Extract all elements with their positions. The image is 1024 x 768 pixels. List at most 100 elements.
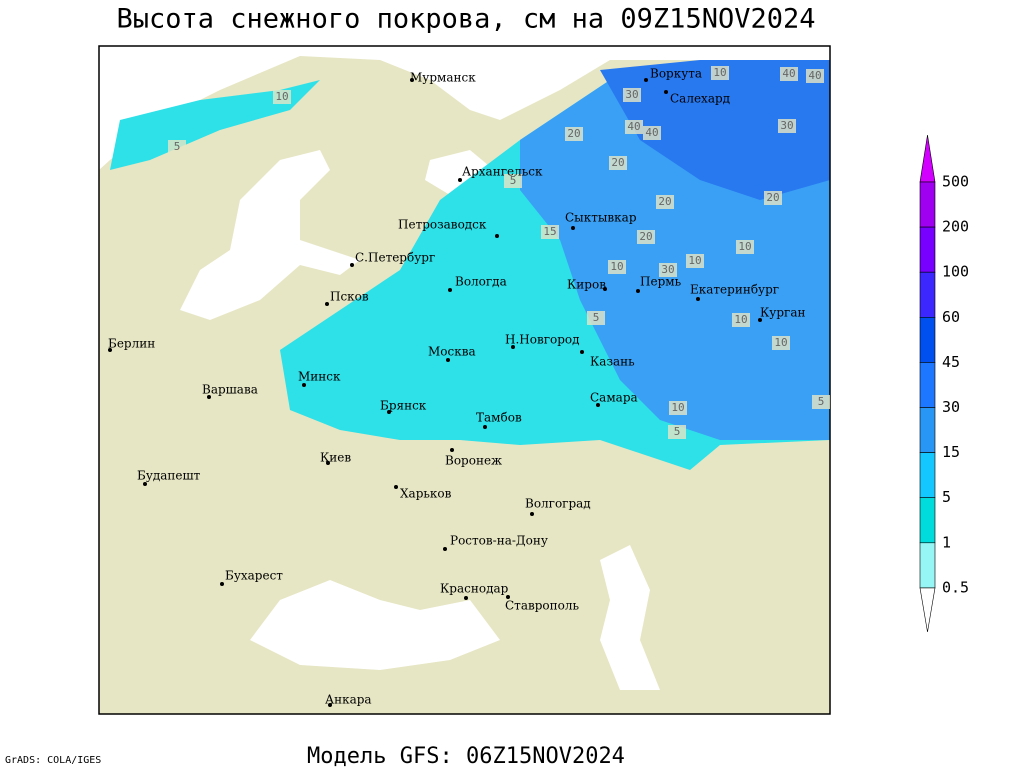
northern-sea bbox=[99, 46, 830, 170]
city-label: Харьков bbox=[400, 487, 452, 501]
colorbar-segment bbox=[919, 316, 936, 363]
colorbar-label: 100 bbox=[942, 263, 969, 281]
colorbar-label: 0.5 bbox=[942, 578, 969, 596]
city-label: Псков bbox=[330, 290, 369, 304]
city-dot bbox=[696, 297, 700, 301]
city-dot bbox=[302, 383, 306, 387]
city-label: Киев bbox=[320, 451, 351, 465]
city-label: Киров bbox=[567, 278, 606, 292]
contour-label-box bbox=[609, 156, 627, 170]
contour-label: 40 bbox=[782, 67, 795, 80]
city-label: Самара bbox=[590, 391, 638, 405]
city-label: Брянск bbox=[380, 399, 427, 413]
contour-label: 10 bbox=[738, 240, 751, 253]
city-dot bbox=[644, 78, 648, 82]
colorbar-label: 15 bbox=[942, 443, 960, 461]
contour-label-box bbox=[668, 425, 686, 439]
city-label: Будапешт bbox=[137, 469, 201, 483]
contour-label: 5 bbox=[510, 174, 517, 187]
caspian-sea bbox=[600, 545, 660, 690]
colorbar-segment bbox=[919, 181, 936, 228]
contour-label-box bbox=[623, 88, 641, 102]
city-label: Анкара bbox=[325, 693, 372, 707]
black-sea bbox=[250, 580, 500, 670]
contour-label: 30 bbox=[661, 263, 674, 276]
city-dot bbox=[220, 582, 224, 586]
contour-label-box bbox=[608, 260, 626, 274]
contour-label: 30 bbox=[625, 88, 638, 101]
colorbar-segment bbox=[919, 226, 936, 273]
contour-label-box bbox=[669, 401, 687, 415]
city-label: Петрозаводск bbox=[398, 218, 487, 232]
model-label: Модель GFS: 06Z15NOV2024 bbox=[307, 744, 625, 768]
contour-label: 10 bbox=[671, 401, 684, 414]
city-label: Воркута bbox=[650, 67, 702, 81]
city-dot bbox=[511, 345, 515, 349]
city-label: Тамбов bbox=[476, 411, 522, 425]
contour-label-box bbox=[587, 311, 605, 325]
contour-label-box bbox=[764, 191, 782, 205]
city-dot bbox=[483, 425, 487, 429]
contour-label-box bbox=[711, 66, 729, 80]
contour-label: 10 bbox=[610, 260, 623, 273]
contour-label-box bbox=[778, 119, 796, 133]
city-label: Воронеж bbox=[445, 454, 502, 468]
city-dot bbox=[506, 595, 510, 599]
city-label: Бухарест bbox=[225, 569, 283, 583]
contour-label-box bbox=[637, 230, 655, 244]
city-dot bbox=[207, 395, 211, 399]
city-dot bbox=[580, 350, 584, 354]
contour-label: 20 bbox=[567, 127, 580, 140]
city-label: Н.Новгород bbox=[505, 333, 580, 347]
city-label: Ставрополь bbox=[505, 599, 579, 613]
contour-label-box bbox=[565, 127, 583, 141]
city-dot bbox=[328, 703, 332, 707]
city-dot bbox=[108, 348, 112, 352]
colorbar-segment bbox=[919, 452, 936, 499]
title: Высота снежного покрова, см на 09Z15NOV2… bbox=[117, 4, 816, 35]
city-label: Салехард bbox=[670, 92, 730, 106]
colorbar-segment bbox=[919, 407, 936, 453]
city-dot bbox=[603, 287, 607, 291]
city-dot bbox=[394, 485, 398, 489]
contour-label: 20 bbox=[611, 156, 624, 169]
colorbar-label: 5 bbox=[942, 488, 951, 506]
contour-label: 10 bbox=[713, 66, 726, 79]
contour-label: 40 bbox=[627, 120, 640, 133]
contour-label: 5 bbox=[174, 140, 181, 153]
city-label: Берлин bbox=[108, 337, 155, 351]
city-label: Краснодар bbox=[440, 582, 509, 596]
contour-label-box bbox=[659, 263, 677, 277]
map-frame bbox=[98, 45, 831, 715]
contour-label: 30 bbox=[780, 119, 793, 132]
contour-label-box bbox=[643, 126, 661, 140]
city-dot bbox=[495, 234, 499, 238]
colorbar-label: 45 bbox=[942, 353, 960, 371]
contour-label-box bbox=[541, 225, 559, 239]
city-dot bbox=[446, 358, 450, 362]
contour-label: 10 bbox=[688, 254, 701, 267]
contour-label-box bbox=[812, 395, 830, 409]
cities: Мурманск Воркута Салехард Архангельск Петроз… bbox=[108, 67, 805, 707]
contour-label: 5 bbox=[674, 425, 681, 438]
city-dot bbox=[143, 482, 147, 486]
map bbox=[98, 45, 831, 715]
city-label: Мурманск bbox=[410, 71, 476, 85]
colorbar-label: 30 bbox=[942, 398, 960, 416]
contour-label: 10 bbox=[275, 90, 288, 103]
city-label: С.Петербург bbox=[355, 251, 435, 265]
city-label: Курган bbox=[760, 306, 805, 320]
colorbar-tip-bottom bbox=[919, 587, 936, 633]
contour-label-box bbox=[732, 313, 750, 327]
city-dot bbox=[325, 302, 329, 306]
snow-cover-heavy bbox=[600, 60, 830, 200]
contour-label: 40 bbox=[645, 126, 658, 139]
contour-label: 40 bbox=[808, 69, 821, 82]
contour-label-box bbox=[504, 174, 522, 188]
contour-label: 5 bbox=[593, 311, 600, 324]
city-dot bbox=[758, 318, 762, 322]
city-label: Волгоград bbox=[525, 497, 591, 511]
city-dot bbox=[410, 78, 414, 82]
